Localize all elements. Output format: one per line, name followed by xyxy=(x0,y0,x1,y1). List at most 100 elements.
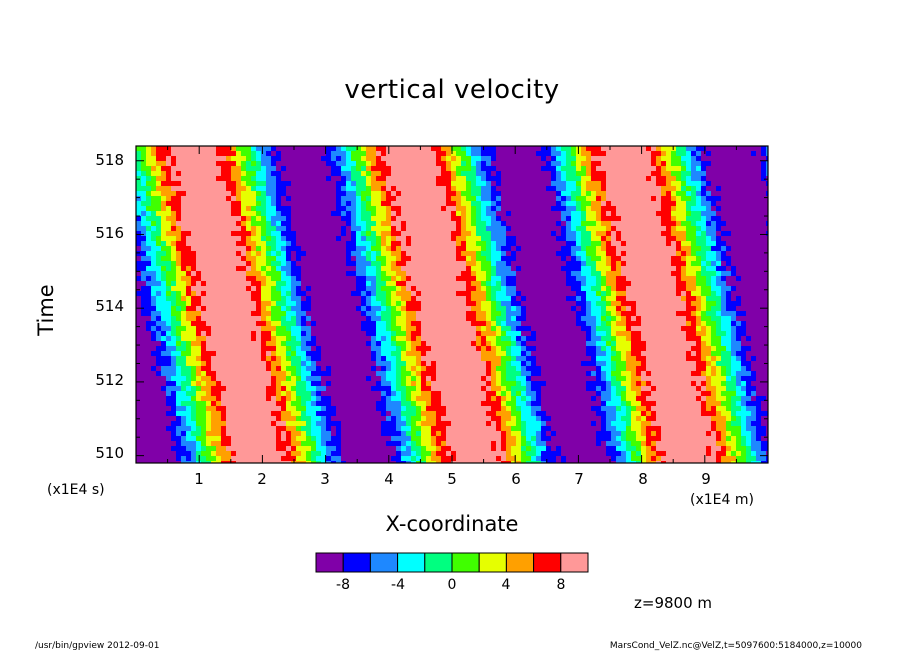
heatmap-cell xyxy=(561,316,567,322)
heatmap-cell xyxy=(481,336,487,342)
heatmap-cell xyxy=(756,211,762,217)
heatmap-cell xyxy=(146,331,152,337)
heatmap-cell xyxy=(736,256,742,262)
heatmap-cell xyxy=(676,306,682,312)
heatmap-cell xyxy=(166,206,172,212)
heatmap-cell xyxy=(621,331,627,337)
heatmap-cell xyxy=(361,296,367,302)
heatmap-cell xyxy=(151,281,157,287)
heatmap-cell xyxy=(426,191,432,197)
heatmap-cell xyxy=(631,301,637,307)
heatmap-cell xyxy=(631,276,637,282)
heatmap-cell xyxy=(186,316,192,322)
heatmap-cell xyxy=(456,306,462,312)
heatmap-cell xyxy=(226,211,232,217)
heatmap-cell xyxy=(286,206,292,212)
heatmap-cell xyxy=(271,181,277,187)
heatmap-cell xyxy=(201,336,207,342)
heatmap-cell xyxy=(446,246,452,252)
heatmap-cell xyxy=(681,256,687,262)
heatmap-cell xyxy=(161,146,167,152)
heatmap-cell xyxy=(291,276,297,282)
heatmap-cell xyxy=(436,281,442,287)
heatmap-cell xyxy=(596,256,602,262)
heatmap-cell xyxy=(296,336,302,342)
heatmap-cell xyxy=(361,311,367,317)
heatmap-cell xyxy=(366,171,372,177)
heatmap-cell xyxy=(766,236,769,242)
heatmap-cell xyxy=(686,306,692,312)
heatmap-cell xyxy=(321,271,327,277)
heatmap-cell xyxy=(171,216,177,222)
heatmap-cell xyxy=(336,296,342,302)
heatmap-cell xyxy=(691,241,697,247)
heatmap-cell xyxy=(661,226,667,232)
heatmap-cell xyxy=(461,176,467,182)
heatmap-cell xyxy=(401,281,407,287)
heatmap-cell xyxy=(696,251,702,257)
heatmap-cell xyxy=(206,316,212,322)
heatmap-cell xyxy=(436,286,442,292)
heatmap-cell xyxy=(321,226,327,232)
heatmap-cell xyxy=(501,256,507,262)
heatmap-cell xyxy=(381,271,387,277)
heatmap-cell xyxy=(261,301,267,307)
heatmap-cell xyxy=(671,176,677,182)
heatmap-cell xyxy=(561,236,567,242)
heatmap-cell xyxy=(461,331,467,337)
heatmap-cell xyxy=(701,221,707,227)
heatmap-cell xyxy=(311,196,317,202)
heatmap-cell xyxy=(551,156,557,162)
heatmap-cell xyxy=(251,301,257,307)
heatmap-cell xyxy=(691,261,697,267)
heatmap-cell xyxy=(521,271,527,277)
heatmap-cell xyxy=(206,236,212,242)
heatmap-cell xyxy=(481,301,487,307)
heatmap-cell xyxy=(146,156,152,162)
heatmap-cell xyxy=(171,241,177,247)
heatmap-cell xyxy=(496,216,502,222)
heatmap-cell xyxy=(376,216,382,222)
heatmap-cell xyxy=(456,276,462,282)
heatmap-cell xyxy=(516,151,522,157)
heatmap-cell xyxy=(406,321,412,327)
heatmap-cell xyxy=(241,271,247,277)
heatmap-cell xyxy=(156,186,162,192)
heatmap-cell xyxy=(281,206,287,212)
heatmap-cell xyxy=(156,236,162,242)
heatmap-cell xyxy=(746,221,752,227)
heatmap-cell xyxy=(451,336,457,342)
heatmap-cell xyxy=(641,286,647,292)
heatmap-cell xyxy=(471,146,477,152)
heatmap-cell xyxy=(531,266,537,272)
heatmap-cell xyxy=(361,326,367,332)
heatmap-cell xyxy=(246,276,252,282)
heatmap-cell xyxy=(296,241,302,247)
heatmap-cell xyxy=(396,186,402,192)
heatmap-cell xyxy=(691,171,697,177)
heatmap-cell xyxy=(381,261,387,267)
heatmap-cell xyxy=(546,216,552,222)
heatmap-cell xyxy=(346,251,352,257)
heatmap-cell xyxy=(451,171,457,177)
heatmap-cell xyxy=(231,146,237,152)
heatmap-cell xyxy=(256,216,262,222)
heatmap-cell xyxy=(511,321,517,327)
heatmap-cell xyxy=(726,321,732,327)
heatmap-cell xyxy=(296,276,302,282)
heatmap-cell xyxy=(171,331,177,337)
heatmap-cell xyxy=(686,226,692,232)
heatmap-cell xyxy=(281,301,287,307)
heatmap-cell xyxy=(366,236,372,242)
heatmap-cell xyxy=(261,166,267,172)
heatmap-cell xyxy=(596,336,602,342)
heatmap-cell xyxy=(696,196,702,202)
heatmap-cell xyxy=(396,336,402,342)
heatmap-cell xyxy=(346,266,352,272)
heatmap-cell xyxy=(266,156,272,162)
heatmap-cell xyxy=(696,156,702,162)
heatmap-cell xyxy=(476,331,482,337)
heatmap-cell xyxy=(221,281,227,287)
heatmap-cell xyxy=(196,206,202,212)
heatmap-cell xyxy=(481,266,487,272)
